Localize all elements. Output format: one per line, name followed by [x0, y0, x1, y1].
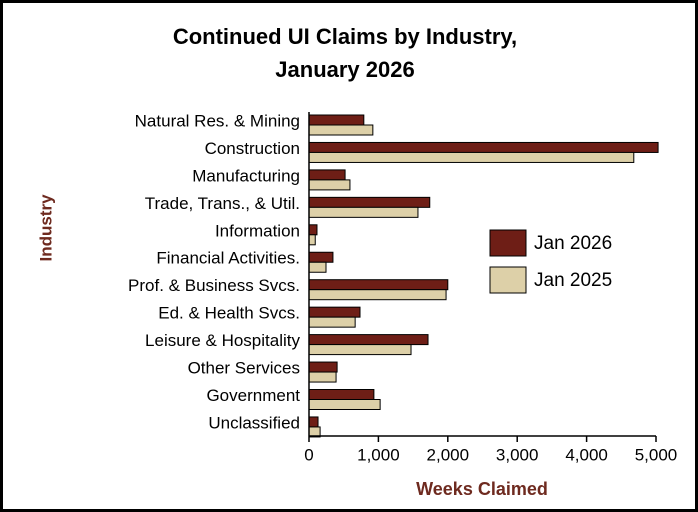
y-tick-label: Ed. & Health Svcs. [158, 304, 300, 323]
y-tick-label: Natural Res. & Mining [135, 111, 300, 130]
bar [308, 344, 412, 356]
bar [308, 416, 319, 428]
bar [308, 389, 375, 400]
bar [308, 141, 659, 153]
bar [308, 251, 334, 263]
bar [308, 371, 337, 383]
bar [308, 234, 316, 246]
x-tick-label: 1,000 [357, 445, 400, 464]
bar [308, 114, 365, 126]
y-tick-label: Financial Activities. [156, 249, 300, 268]
y-tick-label: Prof. & Business Svcs. [128, 276, 300, 295]
bar [308, 224, 318, 236]
legend-swatch [489, 229, 527, 257]
bar [308, 306, 361, 318]
y-axis-label: Industry [36, 194, 55, 262]
bar [308, 361, 338, 373]
bar [308, 169, 346, 181]
y-tick-label: Manufacturing [192, 166, 300, 185]
x-tick-label: 2,000 [427, 445, 470, 464]
x-tick-label: 0 [304, 445, 313, 464]
legend-swatch [489, 266, 527, 294]
bar [308, 179, 351, 191]
bar [308, 124, 374, 136]
bar [308, 151, 635, 163]
bar [308, 334, 429, 346]
bar [308, 261, 327, 273]
y-tick-label: Other Services [188, 359, 300, 378]
y-tick-label: Government [206, 386, 300, 405]
y-tick-label: Information [215, 221, 300, 240]
chart-title: January 2026 [275, 57, 414, 82]
bar [308, 289, 447, 301]
x-tick-label: 3,000 [496, 445, 539, 464]
chart-title: Continued UI Claims by Industry, [173, 24, 517, 49]
x-tick-label: 4,000 [565, 445, 608, 464]
bar [308, 399, 381, 410]
legend-label: Jan 2025 [534, 270, 612, 291]
bar [308, 206, 419, 218]
bar [308, 316, 356, 328]
x-tick-label: 5,000 [635, 445, 678, 464]
bar [308, 279, 449, 291]
y-tick-label: Construction [205, 139, 300, 158]
bar [308, 196, 431, 208]
y-tick-label: Leisure & Hospitality [145, 331, 300, 350]
x-axis-label: Weeks Claimed [416, 479, 548, 499]
y-tick-label: Unclassified [208, 413, 300, 432]
y-tick-label: Trade, Trans., & Util. [145, 194, 300, 213]
legend-label: Jan 2026 [534, 233, 612, 254]
